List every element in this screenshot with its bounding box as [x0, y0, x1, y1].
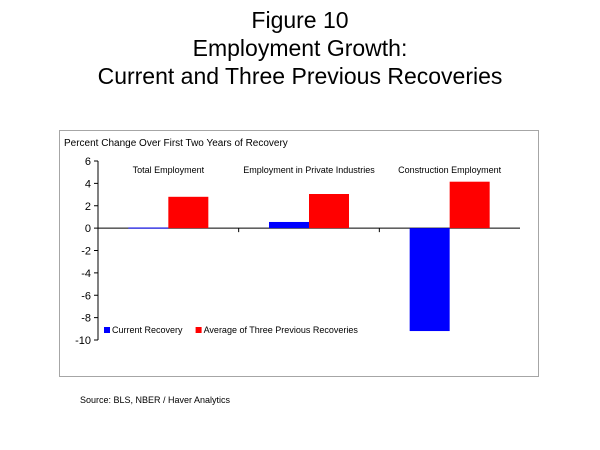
- y-tick-label: 0: [85, 223, 91, 235]
- legend-label: Current Recovery: [112, 325, 183, 335]
- bar-previous-recoveries: [309, 194, 349, 229]
- bar-current-recovery: [128, 227, 169, 229]
- y-tick-label: -4: [81, 268, 91, 280]
- legend-swatch: [104, 327, 110, 333]
- y-axis-label: Percent Change Over First Two Years of R…: [64, 138, 288, 149]
- y-tick-label: -2: [81, 246, 91, 258]
- bar-current-recovery: [269, 221, 309, 229]
- category-label: Employment in Private Industries: [243, 165, 375, 175]
- y-tick-label: -6: [81, 290, 91, 302]
- figure-title-line-1: Figure 10: [251, 7, 349, 33]
- legend-label: Average of Three Previous Recoveries: [204, 325, 359, 335]
- figure-title-line-2: Employment Growth:: [192, 35, 408, 61]
- y-tick-label: -10: [75, 335, 91, 347]
- y-tick-label: 6: [85, 156, 91, 168]
- bar-previous-recoveries: [168, 196, 209, 229]
- category-label: Construction Employment: [398, 165, 502, 175]
- bar-chart: Percent Change Over First Two Years of R…: [64, 138, 520, 347]
- figure-title-line-3: Current and Three Previous Recoveries: [97, 63, 503, 89]
- y-tick-label: 4: [85, 178, 91, 190]
- figure-title: Figure 10 Employment Growth: Current and…: [0, 6, 600, 90]
- y-tick-label: -8: [81, 313, 91, 325]
- category-label: Total Employment: [133, 165, 205, 175]
- bar-current-recovery: [409, 228, 450, 332]
- y-tick-label: 2: [85, 201, 91, 213]
- chart-frame: Percent Change Over First Two Years of R…: [59, 130, 539, 377]
- legend-swatch: [195, 327, 202, 333]
- bar-previous-recoveries: [449, 181, 490, 229]
- source-note: Source: BLS, NBER / Haver Analytics: [80, 395, 231, 405]
